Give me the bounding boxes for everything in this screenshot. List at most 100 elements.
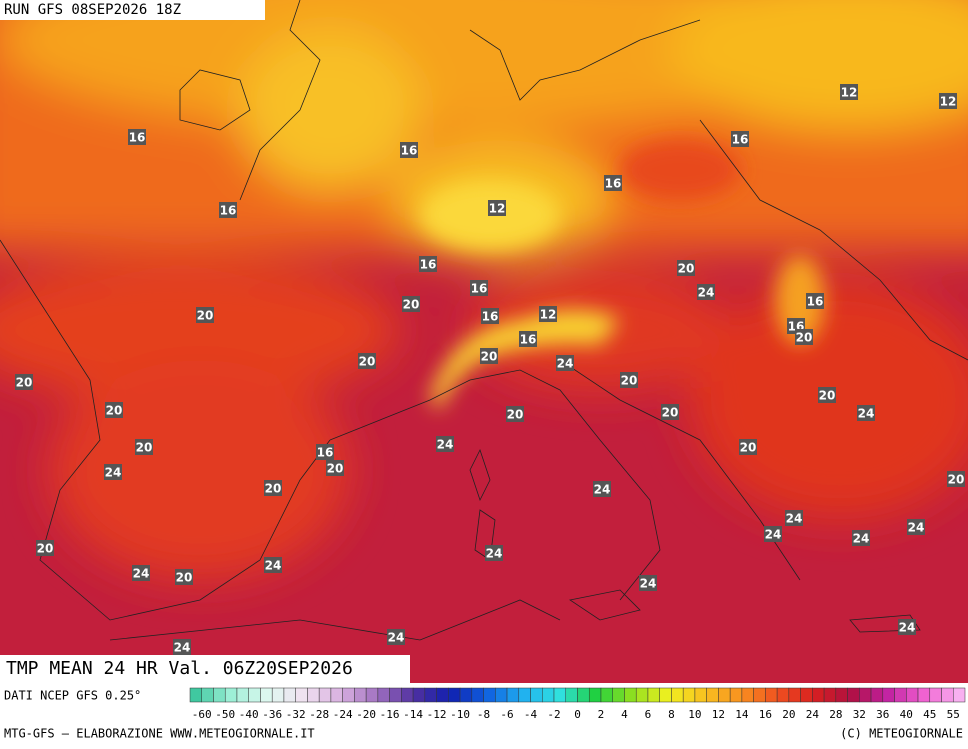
- label-box: [488, 200, 506, 216]
- color-cell: [835, 687, 848, 703]
- color-cell: [365, 687, 379, 703]
- contour-label: 20: [819, 389, 836, 403]
- temperature-field: [0, 0, 968, 683]
- color-bar: -60 -50 -40 -36 -32 -28 -24 -20 -16 -14 -12 -10 -8 -6…: [189, 687, 966, 721]
- contour-label: 20: [403, 298, 420, 312]
- legend-tick-label: -28: [309, 708, 329, 721]
- color-cell: [412, 687, 426, 703]
- contour-label: 16: [129, 131, 146, 145]
- color-cell: [377, 687, 390, 703]
- label-box: [219, 202, 237, 218]
- label-box: [135, 439, 153, 455]
- label-box: [620, 372, 638, 388]
- color-cell: [882, 687, 895, 703]
- label-box: [857, 405, 875, 421]
- color-cell: [906, 687, 919, 703]
- label-box: [196, 307, 214, 323]
- color-cell: [929, 687, 942, 703]
- color-cell: [776, 687, 790, 703]
- color-cell: [424, 687, 437, 703]
- contour-label: 20: [507, 408, 524, 422]
- label-box: [898, 619, 916, 635]
- color-cell: [518, 687, 531, 703]
- color-cell: [588, 687, 602, 703]
- color-cell: [189, 687, 202, 703]
- contour-label: 20: [678, 262, 695, 276]
- contour-label: 16: [220, 204, 237, 218]
- legend-tick-label: 45: [923, 708, 936, 721]
- color-cell: [401, 687, 414, 703]
- label-box: [639, 575, 657, 591]
- color-cell: [471, 687, 484, 703]
- contour-label: 16: [605, 177, 622, 191]
- color-cell: [600, 687, 613, 703]
- contour-label: 24: [786, 512, 803, 526]
- legend-tick-label: 0: [574, 708, 581, 721]
- legend-tick-label: 8: [668, 708, 675, 721]
- label-box: [604, 175, 622, 191]
- label-box: [939, 93, 957, 109]
- legend-tick-label: -12: [427, 708, 447, 721]
- contour-label: 20: [197, 309, 214, 323]
- label-box: [947, 471, 965, 487]
- color-cell: [201, 687, 214, 703]
- color-cell: [389, 687, 402, 703]
- title-box: [0, 655, 410, 683]
- label-box: [402, 296, 420, 312]
- map-title: TMP MEAN 24 HR Val. 06Z20SEP2026: [6, 658, 353, 679]
- copyright: (C) METEOGIORNALE: [840, 727, 963, 741]
- color-cell: [612, 687, 625, 703]
- contour-label: 20: [136, 441, 153, 455]
- color-cell: [248, 687, 261, 703]
- legend-tick-label: -50: [215, 708, 235, 721]
- label-box: [731, 131, 749, 147]
- legend-tick-label: 16: [759, 708, 772, 721]
- label-box: [593, 481, 611, 497]
- contour-label: 16: [317, 446, 334, 460]
- contour-label: 16: [420, 258, 437, 272]
- label-box: [175, 569, 193, 585]
- contour-label: 20: [481, 350, 498, 364]
- contour-label: 24: [858, 407, 875, 421]
- legend-tick-label: -14: [403, 708, 423, 721]
- contour-label: 20: [740, 441, 757, 455]
- contour-label: 24: [174, 641, 191, 655]
- color-cell: [917, 687, 931, 703]
- legend-tick-label: 40: [900, 708, 913, 721]
- color-cell: [283, 687, 296, 703]
- legend-tick-label: 6: [645, 708, 652, 721]
- contour-label: 24: [557, 357, 574, 371]
- color-cell: [483, 687, 496, 703]
- color-cell: [788, 687, 801, 703]
- contour-label: 24: [133, 567, 150, 581]
- contour-label: 24: [853, 532, 870, 546]
- label-box: [907, 519, 925, 535]
- label-box: [661, 404, 679, 420]
- contour-label: 20: [948, 473, 965, 487]
- color-cell: [659, 687, 672, 703]
- color-cell: [859, 687, 872, 703]
- contour-label: 20: [16, 376, 33, 390]
- label-box: [15, 374, 33, 390]
- legend-tick-label: 28: [829, 708, 842, 721]
- contour-label: 24: [486, 547, 503, 561]
- label-box: [506, 406, 524, 422]
- color-cell: [530, 687, 543, 703]
- color-cell: [236, 687, 249, 703]
- credit: MTG-GFS — ELABORAZIONE WWW.METEOGIORNALE…: [4, 727, 315, 741]
- label-box: [840, 84, 858, 100]
- color-cell: [635, 687, 649, 703]
- contour-label: 24: [105, 466, 122, 480]
- color-cell: [718, 687, 731, 703]
- color-cell: [647, 687, 660, 703]
- contour-label: 24: [765, 528, 782, 542]
- legend-tick-label: -10: [450, 708, 470, 721]
- contour-label: 24: [594, 483, 611, 497]
- label-box: [485, 545, 503, 561]
- contour-label: 12: [940, 95, 957, 109]
- contour-label: 24: [908, 521, 925, 535]
- label-box: [36, 540, 54, 556]
- label-box: [419, 256, 437, 272]
- color-cell: [565, 687, 578, 703]
- legend-tick-label: 36: [876, 708, 889, 721]
